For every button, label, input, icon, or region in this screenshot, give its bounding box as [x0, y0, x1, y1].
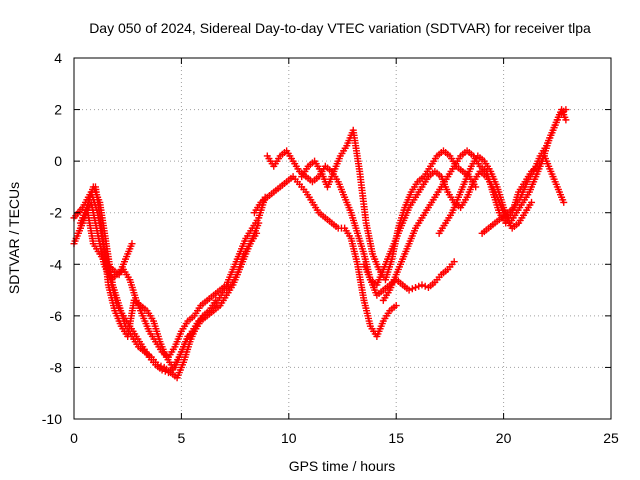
x-tick-label: 15: [388, 430, 404, 446]
x-axis-label: GPS time / hours: [289, 458, 396, 474]
y-tick-label: -6: [50, 308, 63, 324]
data-point: [405, 286, 413, 294]
data-point: [392, 302, 400, 310]
series-track-5: [250, 173, 400, 340]
grid-layer: [74, 58, 611, 419]
data-point: [560, 198, 568, 206]
plot-frame: [73, 57, 612, 420]
y-tick-label: -10: [42, 411, 62, 427]
y-tick-label: -8: [50, 359, 63, 375]
y-axis-label: SDTVAR / TECUs: [6, 182, 22, 294]
y-tick-label: -4: [50, 256, 63, 272]
y-tick-label: 4: [54, 50, 62, 66]
x-tick-label: 25: [603, 430, 619, 446]
data-point: [562, 116, 570, 124]
chart-title: Day 050 of 2024, Sidereal Day-to-day VTE…: [89, 20, 591, 36]
data-point: [418, 281, 426, 289]
x-tick-label: 0: [70, 430, 78, 446]
data-point: [415, 282, 423, 290]
series-track-11: [478, 106, 570, 237]
data-layer: [70, 106, 570, 382]
y-tick-label: 2: [54, 102, 62, 118]
x-tick-label: 10: [281, 430, 297, 446]
data-point: [412, 283, 420, 291]
series-track-12: [76, 204, 136, 279]
data-point: [562, 106, 570, 114]
x-tick-label: 20: [496, 430, 512, 446]
data-point: [450, 258, 458, 266]
y-tick-label: -2: [50, 205, 63, 221]
tick-layer: 0 5 10 15 20 25 -10 -8 -6 -4 -2 0 2 4: [42, 50, 619, 446]
y-tick-label: 0: [54, 153, 62, 169]
data-point: [408, 285, 416, 293]
data-point: [128, 240, 136, 248]
data-point: [158, 366, 166, 374]
x-tick-label: 5: [178, 430, 186, 446]
data-point: [253, 229, 261, 237]
data-point: [528, 198, 536, 206]
